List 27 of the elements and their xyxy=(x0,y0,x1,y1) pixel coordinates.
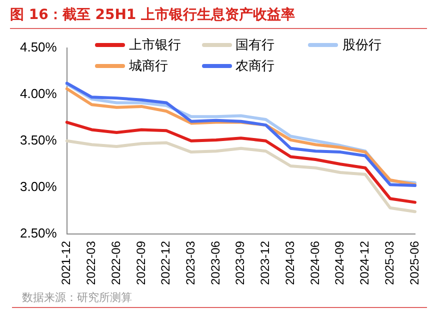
legend-label: 城商行 xyxy=(128,58,169,75)
x-tick-label: 2023-03 xyxy=(184,240,198,286)
y-tick-label: 4.00% xyxy=(20,86,58,101)
legend-label: 股份行 xyxy=(341,37,382,54)
y-tick-label: 4.50% xyxy=(20,39,58,54)
legend-label: 农商行 xyxy=(234,58,276,75)
y-tick-label: 2.50% xyxy=(20,226,58,241)
legend-label: 上市银行 xyxy=(128,37,182,54)
y-tick-label: 3.50% xyxy=(20,132,58,148)
x-tick-label: 2024-03 xyxy=(282,240,297,286)
legend-label: 国有行 xyxy=(234,37,276,54)
chart-title: 图 16：截至 25H1 上市银行生息资产收益率 xyxy=(10,6,296,24)
source-note: 数据来源：研究所测算 xyxy=(22,290,132,305)
x-tick-label: 2024-06 xyxy=(308,240,322,286)
x-tick-label: 2024-09 xyxy=(332,240,347,286)
x-tick-label: 2023-12 xyxy=(258,240,272,286)
x-tick-label: 2022-09 xyxy=(134,240,148,286)
x-tick-label: 2021-12 xyxy=(59,240,74,286)
x-tick-label: 2022-03 xyxy=(84,240,98,286)
x-tick-label: 2025-03 xyxy=(382,240,396,286)
y-tick-label: 3.00% xyxy=(20,179,58,194)
x-tick-label: 2022-12 xyxy=(158,240,173,286)
x-tick-label: 2023-09 xyxy=(233,240,248,286)
x-tick-label: 2024-12 xyxy=(358,240,372,286)
x-tick-label: 2025-06 xyxy=(407,240,422,286)
x-tick-label: 2022-06 xyxy=(108,240,123,286)
x-tick-label: 2023-06 xyxy=(208,240,222,286)
